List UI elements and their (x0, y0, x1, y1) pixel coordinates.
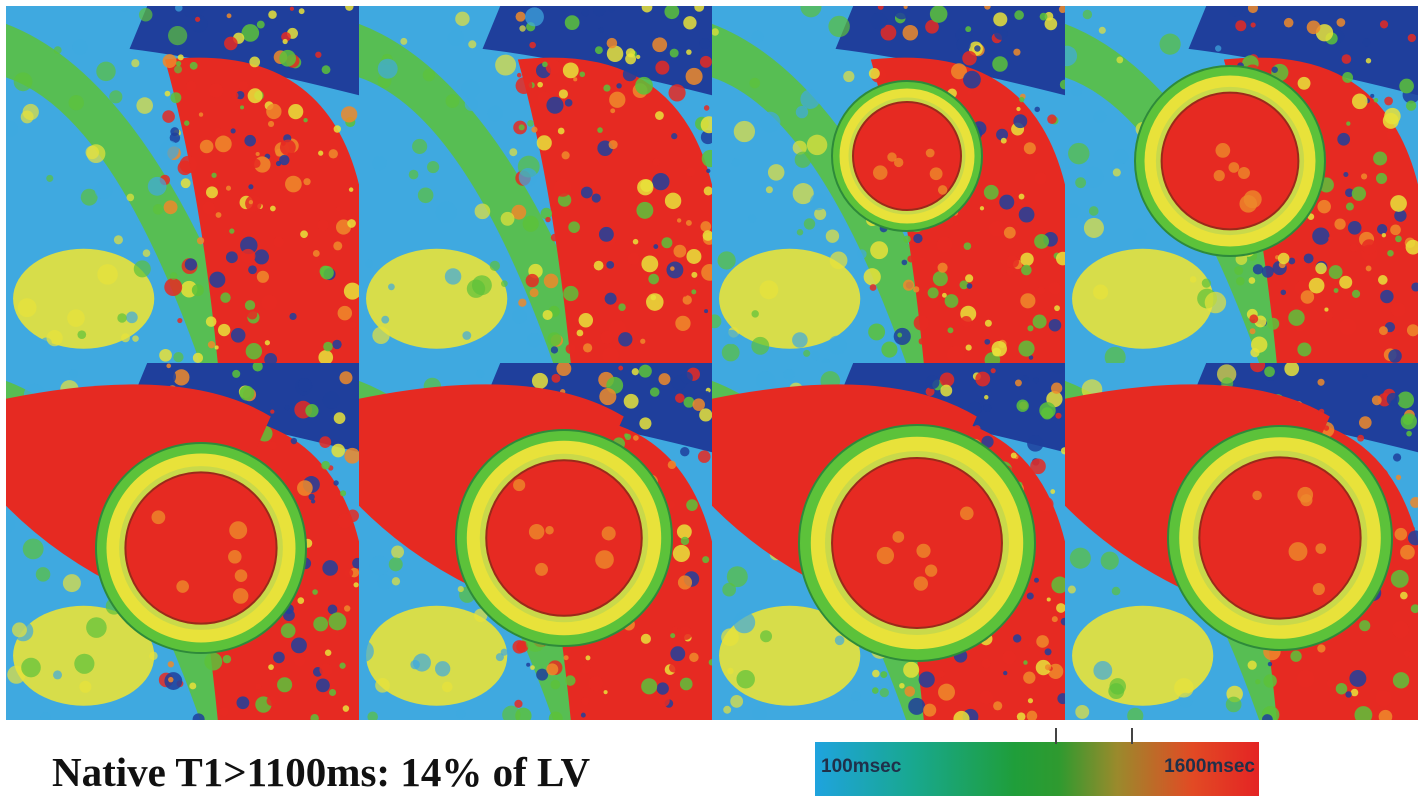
t1-map-panel-5 (6, 363, 359, 720)
colorbar-tick (1131, 728, 1133, 744)
t1-map-panel-8 (1065, 363, 1418, 720)
colorbar-min-label: 100msec (821, 756, 902, 777)
t1-map-panel-6 (359, 363, 712, 720)
colorbar-tick (1055, 728, 1057, 744)
t1-map-panel-2 (359, 6, 712, 363)
t1-map-panel-1 (6, 6, 359, 363)
t1-map-panel-7 (712, 363, 1065, 720)
figure-caption: Native T1>1100ms: 14% of LV (52, 749, 591, 795)
colorbar-gradient (815, 742, 1259, 796)
colorbar: 100msec 1600msec (815, 728, 1259, 796)
colorbar-max-label: 1600msec (1164, 756, 1255, 777)
t1-map-panel-grid (6, 6, 1418, 720)
t1-map-panel-4 (1065, 6, 1418, 363)
t1-map-panel-3 (712, 6, 1065, 363)
